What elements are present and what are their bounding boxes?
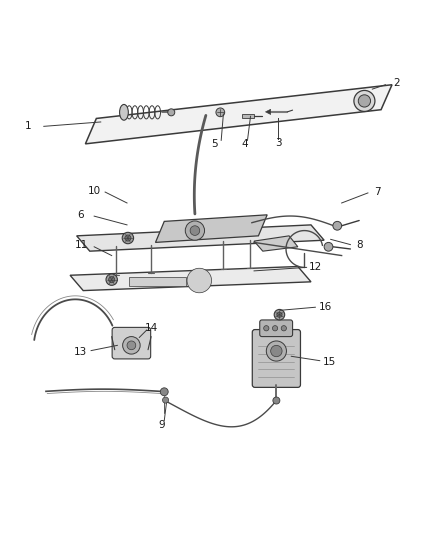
Circle shape — [168, 109, 175, 116]
Circle shape — [125, 235, 131, 241]
Circle shape — [354, 91, 375, 111]
Text: 8: 8 — [356, 240, 363, 251]
Text: 13: 13 — [74, 347, 87, 357]
Text: 16: 16 — [318, 302, 332, 312]
Circle shape — [109, 277, 115, 282]
Circle shape — [187, 268, 212, 293]
Text: 14: 14 — [145, 323, 158, 333]
Polygon shape — [254, 236, 298, 251]
Circle shape — [324, 243, 333, 251]
Text: 2: 2 — [393, 78, 400, 88]
Circle shape — [271, 345, 282, 357]
Polygon shape — [85, 85, 392, 144]
FancyBboxPatch shape — [252, 329, 300, 387]
Circle shape — [358, 95, 371, 107]
Polygon shape — [70, 266, 311, 290]
Circle shape — [127, 341, 136, 350]
FancyBboxPatch shape — [112, 327, 151, 359]
Circle shape — [190, 226, 200, 236]
Text: 5: 5 — [211, 139, 218, 149]
Circle shape — [123, 336, 140, 354]
Circle shape — [162, 397, 169, 403]
Text: 15: 15 — [323, 357, 336, 367]
Circle shape — [333, 221, 342, 230]
Circle shape — [106, 274, 117, 285]
Text: 11: 11 — [74, 240, 88, 251]
FancyBboxPatch shape — [260, 320, 293, 336]
Circle shape — [216, 108, 225, 117]
Circle shape — [160, 388, 168, 395]
Text: 9: 9 — [159, 420, 166, 430]
Text: 3: 3 — [275, 138, 282, 148]
Text: 12: 12 — [309, 262, 322, 272]
Circle shape — [266, 341, 286, 361]
Text: 10: 10 — [88, 185, 101, 196]
Bar — [242, 114, 254, 118]
Circle shape — [122, 232, 134, 244]
Text: 7: 7 — [374, 187, 381, 197]
Circle shape — [272, 326, 278, 331]
Circle shape — [274, 310, 285, 320]
Text: 6: 6 — [78, 210, 85, 220]
Ellipse shape — [120, 104, 128, 120]
Circle shape — [273, 397, 280, 404]
Polygon shape — [265, 109, 271, 115]
Circle shape — [264, 326, 269, 331]
Polygon shape — [155, 215, 267, 243]
Text: 4: 4 — [241, 139, 248, 149]
Circle shape — [277, 312, 282, 317]
Circle shape — [281, 326, 286, 331]
Circle shape — [185, 221, 205, 240]
Text: 1: 1 — [25, 122, 32, 131]
Polygon shape — [77, 225, 324, 251]
Bar — [129, 277, 186, 286]
